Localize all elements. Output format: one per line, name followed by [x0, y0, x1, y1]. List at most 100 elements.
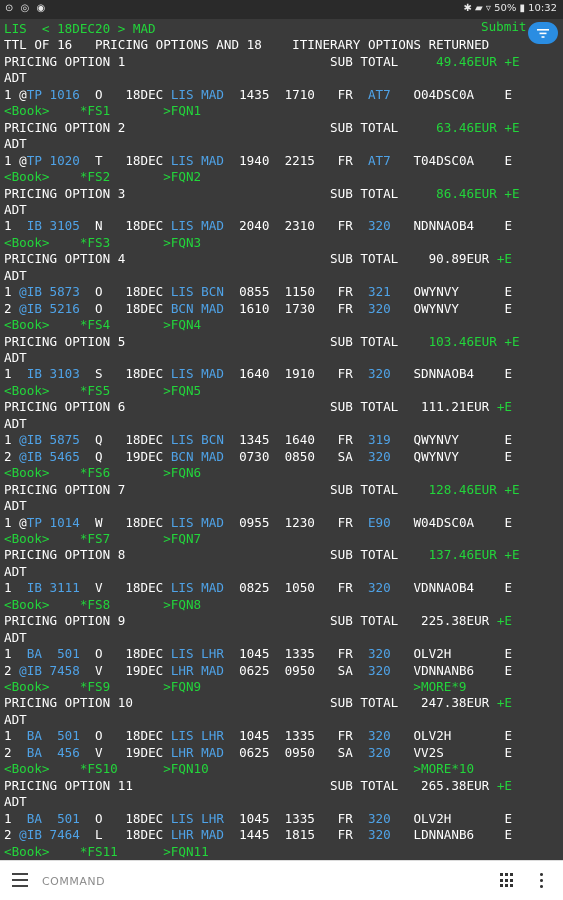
terminal-text: ADT	[4, 794, 27, 810]
terminal-text: 1 @	[4, 514, 27, 530]
terminal-highlight: LHR MAD	[170, 662, 224, 678]
terminal-text: LIS < 18DEC20 > MAD	[4, 21, 156, 36]
book-action-link[interactable]: <Book> *FS7 >FQN7	[4, 530, 202, 546]
terminal-text: ADT	[4, 136, 27, 152]
terminal-text: V 19DEC	[79, 662, 171, 678]
terminal-text: VDNNANB6 E	[390, 662, 513, 678]
book-action-link[interactable]: <Book> *FS1 >FQN1	[4, 103, 202, 119]
terminal-line[interactable]: <Book> *FS11 >FQN11	[4, 844, 209, 860]
terminal-highlight: TP 1014	[26, 514, 80, 530]
terminal-line: 2 @IB 7458 V 19DEC LHR MAD 0625 0950 SA …	[4, 663, 512, 679]
terminal-highlight: 320	[367, 366, 391, 382]
terminal-text: PRICING OPTION 9 SUB TOTAL 225.38EUR	[4, 613, 497, 629]
terminal-line: 1 BA 501 O 18DEC LIS LHR 1045 1335 FR 32…	[4, 811, 512, 827]
terminal-highlight: 320	[367, 744, 391, 760]
terminal-line[interactable]: <Book> *FS9 >FQN9 >MORE*9	[4, 679, 467, 695]
terminal-text: 0625 0950 SA	[223, 744, 368, 760]
terminal-output: LIS < 18DEC20 > MAD TTL OF 16 PRICING OPT…	[0, 19, 563, 860]
terminal-line: TTL OF 16 PRICING OPTIONS AND 18 ITINERA…	[4, 37, 489, 53]
terminal-highlight: 320	[367, 646, 391, 662]
book-action-link[interactable]: <Book> *FS8 >FQN8	[4, 596, 202, 612]
terminal-text: O 18DEC	[79, 728, 171, 744]
terminal-line: PRICING OPTION 1 SUB TOTAL 49.46EUR +E	[4, 54, 520, 70]
terminal-line[interactable]: <Book> *FS6 >FQN6	[4, 465, 201, 481]
terminal-line: ADT	[4, 630, 27, 646]
terminal-line: ADT	[4, 794, 27, 810]
terminal-text: OLV2H E	[390, 728, 513, 744]
book-action-link[interactable]: <Book> *FS6 >FQN6	[4, 465, 202, 481]
book-action-link[interactable]: <Book> *FS10 >FQN10 >MORE*10	[4, 761, 475, 777]
terminal-line: PRICING OPTION 2 SUB TOTAL 63.46EUR +E	[4, 120, 520, 136]
terminal-line: ADT	[4, 564, 27, 580]
terminal-highlight: LHR MAD	[170, 827, 224, 843]
book-action-link[interactable]: <Book> *FS2 >FQN2	[4, 169, 202, 185]
terminal-highlight: @IB 5875	[19, 432, 80, 448]
filter-button[interactable]	[528, 22, 558, 44]
book-action-link[interactable]: <Book> *FS3 >FQN3	[4, 234, 202, 250]
terminal-highlight: LIS MAD	[170, 152, 224, 168]
terminal-line[interactable]: <Book> *FS5 >FQN5	[4, 383, 201, 399]
terminal-line[interactable]: <Book> *FS4 >FQN4	[4, 317, 201, 333]
book-action-link[interactable]: <Book> *FS5 >FQN5	[4, 382, 202, 398]
terminal-text: PRICING OPTION 11 SUB TOTAL 265.38EUR	[4, 777, 497, 793]
terminal-highlight: 320	[367, 580, 391, 596]
terminal-text: OLV2H E	[390, 810, 513, 826]
terminal-line[interactable]: <Book> *FS7 >FQN7	[4, 531, 201, 547]
terminal-highlight: IB 3111	[26, 580, 80, 596]
terminal-line: 2 BA 456 V 19DEC LHR MAD 0625 0950 SA 32…	[4, 745, 512, 761]
terminal-line: 1 IB 3105 N 18DEC LIS MAD 2040 2310 FR 3…	[4, 218, 512, 234]
terminal-text: 128.46EUR +E	[421, 481, 520, 497]
terminal-text: PRICING OPTION 7 SUB TOTAL	[4, 481, 422, 497]
terminal-line[interactable]: <Book> *FS3 >FQN3	[4, 235, 201, 251]
terminal-text: ADT	[4, 415, 27, 431]
terminal-text: +E	[496, 251, 513, 267]
terminal-text: 63.46EUR +E	[421, 119, 520, 135]
terminal-text: 2	[4, 827, 20, 843]
book-action-link[interactable]: <Book> *FS9 >FQN9 >MORE*9	[4, 679, 467, 694]
submit-link[interactable]: Submit	[481, 19, 527, 34]
terminal-highlight: BA 456	[26, 744, 80, 760]
terminal-line[interactable]: <Book> *FS1 >FQN1	[4, 103, 201, 119]
terminal-highlight: 320	[367, 300, 391, 316]
more-vert-icon[interactable]	[540, 873, 544, 889]
status-notification-icons: ⊙ ◎ ◉	[5, 3, 48, 14]
terminal-text: V 19DEC	[79, 744, 171, 760]
terminal-text: 103.46EUR +E	[421, 333, 520, 349]
terminal-line: PRICING OPTION 9 SUB TOTAL 225.38EUR +E	[4, 613, 512, 629]
terminal-text: O 18DEC	[79, 646, 171, 662]
terminal-line[interactable]: <Book> *FS8 >FQN8	[4, 597, 201, 613]
terminal-text: 2	[4, 448, 20, 464]
terminal-highlight: 320	[367, 810, 391, 826]
terminal-text: ADT	[4, 201, 27, 217]
terminal-line: 1 BA 501 O 18DEC LIS LHR 1045 1335 FR 32…	[4, 646, 512, 662]
book-action-link[interactable]: <Book> *FS4 >FQN4	[4, 317, 202, 333]
terminal-text: 0855 1150 FR	[223, 284, 368, 300]
terminal-line[interactable]: <Book> *FS10 >FQN10 >MORE*10	[4, 761, 474, 777]
menu-icon[interactable]	[12, 873, 28, 887]
book-action-link[interactable]: <Book> *FS11 >FQN11	[4, 843, 209, 859]
terminal-highlight: LIS MAD	[170, 514, 224, 530]
terminal-text: 49.46EUR +E	[421, 53, 520, 69]
terminal-text: Q 18DEC	[79, 432, 171, 448]
terminal-highlight: AT7	[367, 152, 391, 168]
terminal-text: OWYNVY E	[390, 300, 513, 316]
terminal-line: ADT	[4, 416, 27, 432]
terminal-text: 1640 1910 FR	[223, 366, 368, 382]
keypad-icon[interactable]	[500, 873, 515, 888]
terminal-text: 1445 1815 FR	[223, 827, 368, 843]
terminal-text: 1045 1335 FR	[223, 646, 368, 662]
terminal-line: 1 IB 3103 S 18DEC LIS MAD 1640 1910 FR 3…	[4, 366, 512, 382]
terminal-highlight: 321	[367, 284, 391, 300]
terminal-line[interactable]: <Book> *FS2 >FQN2	[4, 169, 201, 185]
terminal-highlight: LIS MAD	[170, 366, 224, 382]
terminal-text: TTL OF 16 PRICING OPTIONS AND 18 ITINERA…	[4, 37, 490, 53]
terminal-line: 2 @IB 5216 O 18DEC BCN MAD 1610 1730 FR …	[4, 301, 512, 317]
terminal-line: PRICING OPTION 3 SUB TOTAL 86.46EUR +E	[4, 186, 520, 202]
terminal-text: NDNNAOB4 E	[390, 218, 513, 234]
terminal-highlight: BCN MAD	[170, 448, 224, 464]
terminal-line: 2 @IB 7464 L 18DEC LHR MAD 1445 1815 FR …	[4, 827, 512, 843]
terminal-highlight: 320	[367, 662, 391, 678]
terminal-line: 1 BA 501 O 18DEC LIS LHR 1045 1335 FR 32…	[4, 728, 512, 744]
terminal-text: VV2S E	[390, 744, 513, 760]
command-input[interactable]	[42, 869, 462, 893]
